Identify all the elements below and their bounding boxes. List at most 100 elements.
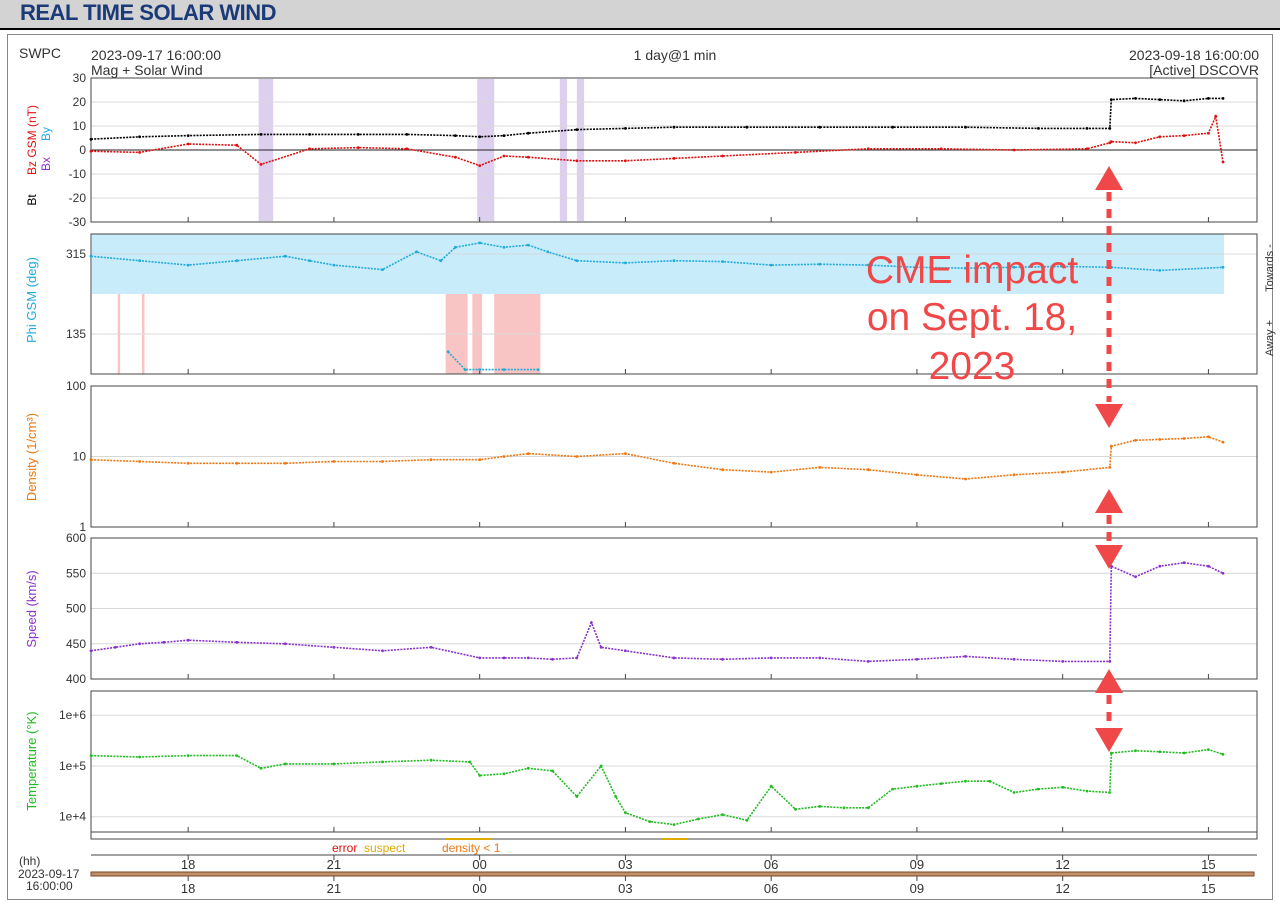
data-point: [478, 656, 482, 660]
data-point: [1134, 575, 1137, 579]
data-point: [283, 254, 287, 258]
legend-density-low: density < 1: [442, 841, 501, 855]
x-tick-label: 18: [181, 857, 195, 872]
data-point: [1108, 466, 1112, 469]
data-point: [526, 243, 530, 247]
data-point: [89, 254, 93, 258]
data-point: [1085, 147, 1089, 151]
data-point: [463, 368, 467, 371]
plot-frame: [7, 34, 1273, 900]
data-point: [162, 640, 166, 644]
y-tick-label: 450: [66, 637, 86, 651]
data-point: [1214, 115, 1218, 118]
data-point: [1012, 265, 1016, 269]
data-point: [624, 126, 627, 130]
x-tick-label: 15: [1201, 881, 1215, 896]
data-point: [138, 151, 142, 154]
panel-frame: [90, 537, 1258, 680]
data-point: [332, 460, 336, 463]
x-tick-label: 00: [472, 857, 486, 872]
data-point: [672, 461, 676, 465]
data-point: [1108, 660, 1112, 663]
data-point: [672, 656, 676, 660]
y-tick-label: 10: [73, 450, 87, 464]
data-point: [186, 134, 190, 138]
arrow-head-up: [1095, 669, 1123, 693]
data-point: [672, 125, 676, 129]
data-point: [964, 779, 967, 783]
data-point: [794, 807, 797, 811]
data-point: [915, 784, 919, 788]
data-point: [332, 263, 336, 267]
data-point: [1012, 657, 1016, 661]
data-point: [1158, 135, 1162, 139]
data-point: [575, 795, 579, 798]
data-point: [1061, 785, 1065, 789]
data-point: [356, 133, 360, 136]
product-label: Mag + Solar Wind: [91, 62, 203, 78]
arrow-head-down: [1095, 404, 1123, 428]
flag-strip: [90, 831, 1258, 840]
data-point: [915, 657, 919, 661]
data-point: [1012, 473, 1016, 477]
annotation-line-2: on Sept. 18,: [867, 296, 1077, 339]
data-point: [1085, 789, 1089, 793]
data-point: [186, 638, 190, 642]
data-point: [721, 657, 724, 661]
data-point: [1108, 791, 1112, 794]
data-point: [915, 473, 919, 477]
start-clock-label: 16:00:00: [26, 879, 73, 893]
y-tick-label: 400: [66, 672, 86, 686]
y-tick-label: 550: [66, 566, 86, 580]
data-point: [1012, 148, 1016, 152]
arrow-head-up: [1095, 166, 1123, 190]
data-point: [526, 452, 530, 455]
data-point: [1207, 131, 1210, 135]
data-point: [429, 645, 433, 649]
data-point: [575, 128, 579, 132]
x-tick-label: 03: [618, 881, 632, 896]
data-point: [502, 656, 506, 660]
data-point: [988, 779, 992, 783]
data-point: [478, 135, 482, 139]
data-point: [866, 468, 870, 472]
data-point: [964, 477, 967, 481]
data-point: [721, 813, 724, 816]
data-point: [478, 458, 482, 462]
data-point: [1221, 440, 1225, 444]
data-point: [332, 762, 336, 766]
arrow-head-down: [1095, 545, 1123, 569]
page-title: REAL TIME SOLAR WIND: [20, 0, 277, 25]
data-point: [1158, 564, 1162, 568]
data-point: [1134, 97, 1137, 100]
y-tick-label: 100: [66, 379, 86, 393]
data-point: [1207, 748, 1210, 751]
hh-label: (hh): [19, 854, 40, 868]
data-point: [138, 135, 142, 139]
data-point: [624, 261, 627, 265]
source-label: SWPC: [19, 45, 61, 61]
x-tick-label: 06: [764, 857, 778, 872]
data-point: [672, 823, 676, 826]
data-point: [939, 147, 943, 151]
data-point: [1182, 99, 1186, 103]
data-point: [405, 147, 409, 151]
data-point: [1221, 160, 1225, 164]
data-point: [842, 806, 846, 810]
data-point: [1037, 787, 1040, 791]
impact-arrows: [1095, 166, 1123, 752]
spacecraft-label: [Active] DSCOVR: [1149, 62, 1259, 78]
data-point: [138, 259, 142, 263]
data-point: [405, 133, 409, 136]
y-axis-label-speed: Speed (km/s): [24, 570, 39, 647]
data-point: [614, 795, 618, 798]
data-point: [138, 460, 142, 463]
data-point: [590, 621, 593, 624]
data-point: [308, 147, 311, 151]
data-point: [1134, 749, 1137, 753]
y-axis-label-bz: Bz GSM (nT): [25, 105, 39, 175]
data-point: [89, 137, 93, 141]
data-point: [818, 262, 822, 266]
data-point: [1109, 98, 1113, 101]
data-point: [89, 649, 93, 653]
